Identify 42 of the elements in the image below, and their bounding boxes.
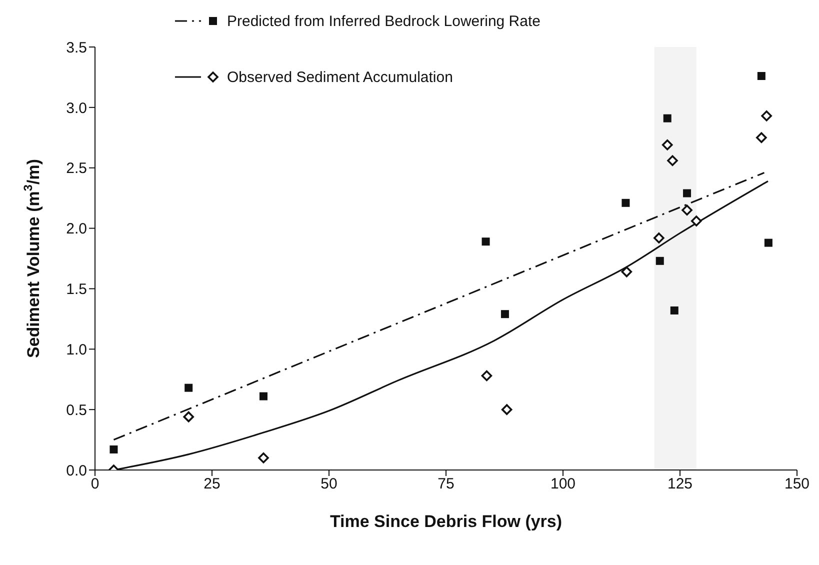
point — [501, 404, 512, 415]
point — [184, 384, 193, 392]
x-tick-label: 125 — [667, 476, 693, 493]
point — [761, 110, 772, 122]
x-tick-label: 25 — [204, 476, 220, 493]
y-tick-label: 0.0 — [66, 462, 87, 480]
point — [662, 139, 673, 150]
point — [621, 266, 632, 278]
point — [764, 238, 772, 247]
point — [682, 204, 692, 216]
point — [663, 114, 672, 122]
point — [683, 189, 692, 198]
y-tick-label: 1.5 — [66, 281, 87, 298]
point — [656, 256, 664, 265]
y-tick-label: 2.5 — [66, 160, 87, 178]
y-tick-label: 2.0 — [66, 220, 87, 238]
legend-label: Predicted from Inferred Bedrock Lowering Rate — [227, 12, 540, 30]
point — [500, 310, 509, 318]
x-tick-label: 50 — [320, 476, 338, 493]
point — [654, 232, 664, 244]
x-tick-label: 75 — [438, 476, 454, 493]
point — [183, 411, 194, 422]
point — [110, 445, 118, 454]
x-tick-label: 0 — [90, 476, 100, 493]
point — [482, 238, 490, 246]
point — [690, 216, 702, 226]
point — [622, 198, 630, 207]
point — [258, 452, 269, 464]
x-axis-title: Time Since Debris Flow (yrs) — [330, 512, 562, 531]
legend-label: Observed Sediment Accumulation — [227, 68, 453, 86]
point — [670, 306, 678, 314]
y-tick-label: 1.0 — [66, 341, 87, 358]
y-tick-label: 3.0 — [66, 100, 87, 117]
point — [667, 155, 678, 166]
y-tick-label: 0.5 — [66, 402, 87, 419]
y-tick-label: 3.5 — [66, 39, 87, 56]
point — [757, 72, 766, 80]
point — [481, 370, 492, 382]
x-tick-label: 150 — [784, 476, 810, 493]
point — [259, 392, 268, 400]
point — [756, 132, 767, 144]
x-tick-label: 100 — [550, 476, 576, 493]
